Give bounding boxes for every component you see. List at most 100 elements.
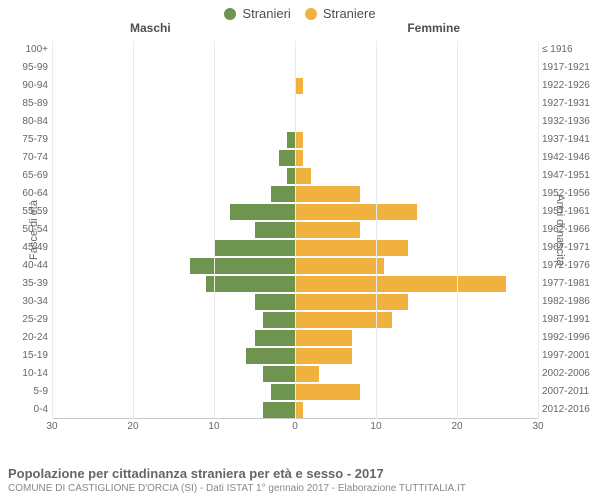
age-label: 100+: [6, 41, 48, 59]
bar-female: [295, 348, 352, 364]
legend-label-female: Straniere: [323, 6, 376, 21]
year-label: 1917-1921: [542, 59, 596, 77]
x-gridline: [457, 41, 458, 419]
year-label: 1932-1936: [542, 113, 596, 131]
year-label: 1992-1996: [542, 329, 596, 347]
bar-male: [206, 276, 295, 292]
legend-swatch-female: [305, 8, 317, 20]
bar-male: [255, 294, 295, 310]
bar-female: [295, 294, 408, 310]
x-gridline: [52, 41, 53, 419]
year-label: 1957-1961: [542, 203, 596, 221]
age-label: 5-9: [6, 383, 48, 401]
bar-male: [271, 186, 295, 202]
x-tick-label: 30: [46, 421, 57, 432]
footer-subtitle: COMUNE DI CASTIGLIONE D'ORCIA (SI) - Dat…: [8, 483, 592, 494]
legend-item-female: Straniere: [305, 6, 376, 21]
x-tick-label: 10: [370, 421, 381, 432]
bar-male: [263, 366, 295, 382]
x-gridline: [376, 41, 377, 419]
year-label: 1922-1926: [542, 77, 596, 95]
x-tick-label: 20: [127, 421, 138, 432]
bar-male: [190, 258, 295, 274]
legend-label-male: Stranieri: [242, 6, 290, 21]
legend-item-male: Stranieri: [224, 6, 290, 21]
population-pyramid-chart: Stranieri Straniere Maschi Femmine Fasce…: [0, 0, 600, 500]
bar-male: [255, 330, 295, 346]
bar-female: [295, 168, 311, 184]
age-label: 95-99: [6, 59, 48, 77]
bar-male: [255, 222, 295, 238]
column-headers: Maschi Femmine: [0, 21, 600, 39]
footer-title: Popolazione per cittadinanza straniera p…: [8, 466, 592, 481]
age-label: 80-84: [6, 113, 48, 131]
year-label: 2007-2011: [542, 383, 596, 401]
year-label: 1962-1966: [542, 221, 596, 239]
bar-female: [295, 402, 303, 418]
age-label: 15-19: [6, 347, 48, 365]
bar-female: [295, 258, 384, 274]
x-tick-label: 10: [208, 421, 219, 432]
year-label: 1997-2001: [542, 347, 596, 365]
legend: Stranieri Straniere: [0, 0, 600, 21]
year-label: ≤ 1916: [542, 41, 596, 59]
bar-male: [287, 132, 295, 148]
age-label: 90-94: [6, 77, 48, 95]
bar-male: [263, 402, 295, 418]
age-label: 0-4: [6, 401, 48, 419]
plot-area: Fasce di età Anni di nascita 100+≤ 19169…: [52, 41, 538, 419]
x-gridline: [133, 41, 134, 419]
age-label: 50-54: [6, 221, 48, 239]
year-label: 2002-2006: [542, 365, 596, 383]
year-label: 1927-1931: [542, 95, 596, 113]
age-label: 60-64: [6, 185, 48, 203]
year-label: 2012-2016: [542, 401, 596, 419]
age-label: 10-14: [6, 365, 48, 383]
year-label: 1982-1986: [542, 293, 596, 311]
year-label: 1987-1991: [542, 311, 596, 329]
bar-male: [287, 168, 295, 184]
x-gridline: [538, 41, 539, 419]
x-axis: 3020100102030: [52, 421, 538, 441]
bar-female: [295, 240, 408, 256]
bar-female: [295, 312, 392, 328]
age-label: 70-74: [6, 149, 48, 167]
bar-female: [295, 276, 506, 292]
bar-female: [295, 150, 303, 166]
age-label: 35-39: [6, 275, 48, 293]
age-label: 45-49: [6, 239, 48, 257]
bar-female: [295, 366, 319, 382]
age-label: 75-79: [6, 131, 48, 149]
bar-male: [230, 204, 295, 220]
bar-female: [295, 222, 360, 238]
header-female: Femmine: [407, 21, 460, 35]
bar-male: [271, 384, 295, 400]
bar-male: [263, 312, 295, 328]
year-label: 1942-1946: [542, 149, 596, 167]
header-male: Maschi: [130, 21, 171, 35]
bar-male: [279, 150, 295, 166]
x-gridline: [214, 41, 215, 419]
age-label: 55-59: [6, 203, 48, 221]
bar-female: [295, 330, 352, 346]
x-gridline: [295, 41, 296, 419]
bar-female: [295, 186, 360, 202]
year-label: 1977-1981: [542, 275, 596, 293]
age-label: 25-29: [6, 311, 48, 329]
x-tick-label: 20: [451, 421, 462, 432]
bar-female: [295, 78, 303, 94]
year-label: 1967-1971: [542, 239, 596, 257]
age-label: 40-44: [6, 257, 48, 275]
chart-footer: Popolazione per cittadinanza straniera p…: [8, 466, 592, 494]
bar-male: [214, 240, 295, 256]
age-label: 30-34: [6, 293, 48, 311]
bar-female: [295, 132, 303, 148]
year-label: 1972-1976: [542, 257, 596, 275]
legend-swatch-male: [224, 8, 236, 20]
age-label: 20-24: [6, 329, 48, 347]
year-label: 1947-1951: [542, 167, 596, 185]
bar-female: [295, 384, 360, 400]
x-tick-label: 0: [292, 421, 298, 432]
year-label: 1937-1941: [542, 131, 596, 149]
age-label: 85-89: [6, 95, 48, 113]
